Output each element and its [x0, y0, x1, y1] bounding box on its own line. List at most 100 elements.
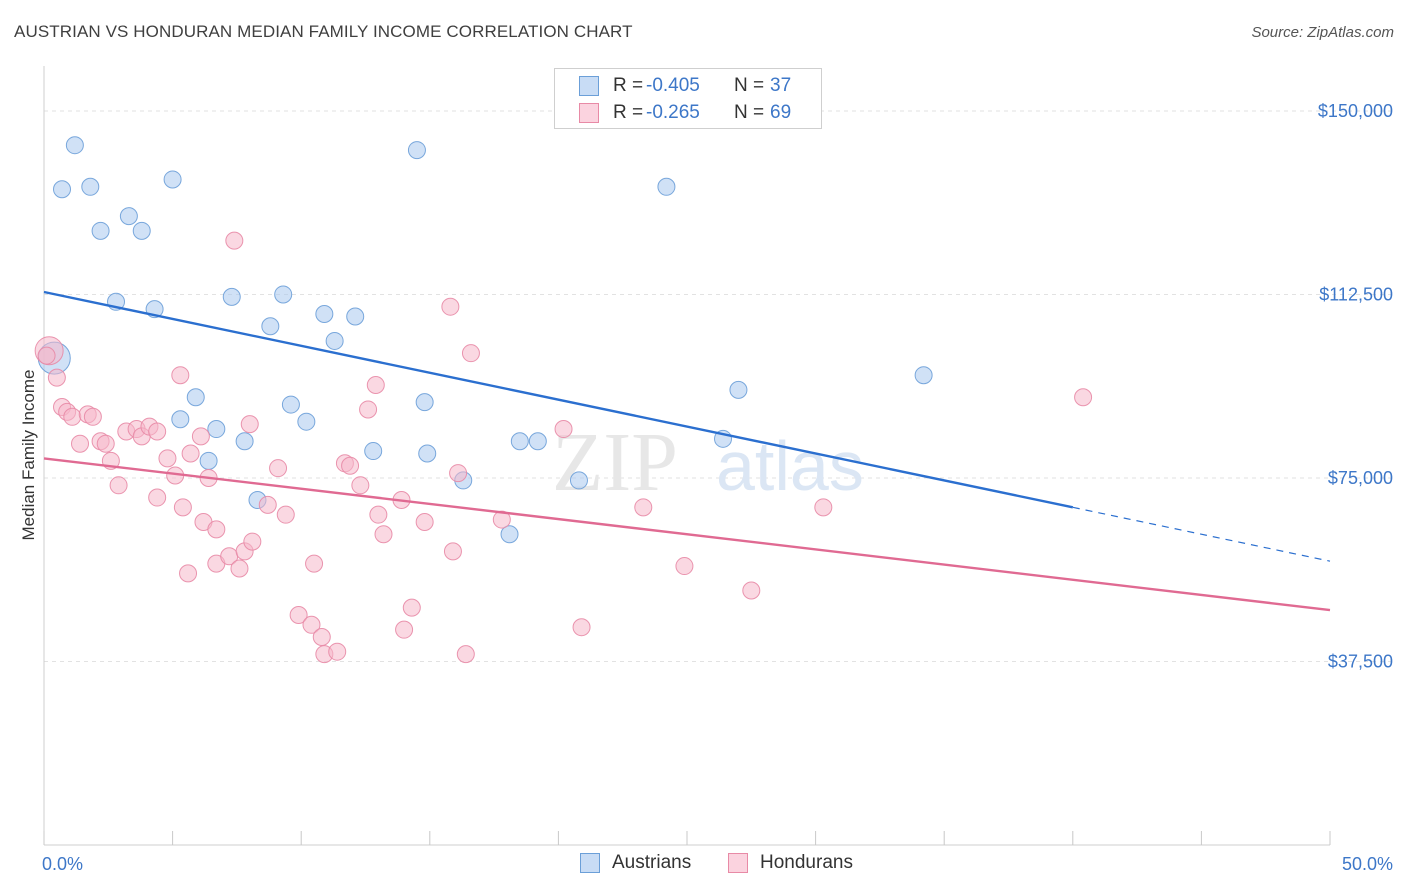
legend-swatch-hondurans [579, 103, 599, 123]
point-hondurans [312, 628, 331, 647]
point-hondurans [225, 231, 244, 250]
point-austrians [569, 471, 588, 490]
legend-n-value: 69 [770, 102, 792, 123]
point-hondurans [341, 456, 360, 475]
point-austrians [199, 451, 218, 470]
legend-row-austrians: R = -0.405 N = 37 [579, 74, 791, 98]
point-hondurans [37, 346, 56, 365]
point-hondurans [109, 476, 128, 495]
point-austrians [510, 432, 529, 451]
source-label: Source: ZipAtlas.com [1251, 24, 1394, 41]
point-hondurans [243, 532, 262, 551]
point-austrians [528, 432, 547, 451]
point-hondurans [289, 605, 308, 624]
point-hondurans [415, 513, 434, 532]
chart-title: AUSTRIAN VS HONDURAN MEDIAN FAMILY INCOM… [14, 22, 633, 41]
point-austrians [315, 305, 334, 324]
point-hondurans [449, 464, 468, 483]
point-hondurans [305, 554, 324, 573]
point-hondurans [96, 434, 115, 453]
point-hondurans [634, 498, 653, 517]
point-hondurans [276, 505, 295, 524]
point-austrians [415, 393, 434, 412]
point-hondurans [63, 407, 82, 426]
y-tick-label: $75,000 [1328, 468, 1393, 488]
point-austrians [186, 388, 205, 407]
point-austrians [418, 444, 437, 463]
point-hondurans [351, 476, 370, 495]
point-austrians [207, 420, 226, 439]
point-austrians [657, 177, 676, 196]
point-austrians [914, 366, 933, 385]
point-hondurans [302, 615, 321, 634]
point-hondurans [492, 510, 511, 529]
legend-swatch-austrians [579, 76, 599, 96]
point-austrians [65, 136, 84, 155]
trend-line-hondurans [43, 457, 1331, 612]
point-austrians [163, 170, 182, 189]
legend-item-austrians[interactable]: Austrians [580, 852, 691, 874]
data-points [34, 136, 1093, 664]
legend-r-value: -0.265 [646, 102, 700, 123]
point-austrians [171, 410, 190, 429]
axes [43, 66, 1331, 846]
point-hondurans [240, 415, 259, 434]
trend-line-extension-austrians [1072, 506, 1331, 562]
point-hondurans [369, 505, 388, 524]
point-austrians [261, 317, 280, 336]
point-hondurans [359, 400, 378, 419]
legend-r-label: R = [613, 102, 644, 123]
legend-n-label: N = [734, 102, 765, 123]
point-austrians [346, 307, 365, 326]
point-austrians [132, 221, 151, 240]
correlation-legend: R = -0.405 N = 37 R = -0.265 N = 69 [554, 68, 822, 129]
point-hondurans [554, 420, 573, 439]
point-hondurans [179, 564, 198, 583]
point-hondurans [441, 297, 460, 316]
y-axis-label: Median Family Income [19, 369, 38, 540]
y-tick-label: $37,500 [1328, 651, 1393, 671]
point-austrians [235, 432, 254, 451]
trend-lines [43, 290, 1331, 612]
point-hondurans [47, 368, 66, 387]
legend-n-label: N = [734, 75, 765, 96]
point-austrians [222, 287, 241, 306]
point-hondurans [230, 559, 249, 578]
point-hondurans [675, 557, 694, 576]
x-tick-label: 50.0% [1342, 854, 1393, 874]
legend-item-hondurans[interactable]: Hondurans [728, 852, 853, 874]
point-hondurans [173, 498, 192, 517]
point-austrians [274, 285, 293, 304]
point-hondurans [207, 520, 226, 539]
point-hondurans [814, 498, 833, 517]
point-austrians [281, 395, 300, 414]
point-austrians [119, 207, 138, 226]
point-hondurans [148, 422, 167, 441]
point-austrians [325, 331, 344, 350]
point-austrians [407, 141, 426, 160]
point-hondurans [366, 375, 385, 394]
point-hondurans [83, 407, 102, 426]
point-austrians [500, 525, 519, 544]
point-hondurans [1074, 388, 1093, 407]
watermark-atlas: atlas [716, 427, 864, 505]
trend-line-austrians [43, 290, 1074, 509]
point-hondurans [395, 620, 414, 639]
point-austrians [729, 380, 748, 399]
point-hondurans [269, 459, 288, 478]
point-austrians [364, 442, 383, 461]
series-legend: Austrians Hondurans [0, 852, 1406, 878]
point-hondurans [443, 542, 462, 561]
point-austrians [81, 177, 100, 196]
point-hondurans [742, 581, 761, 600]
point-hondurans [71, 434, 90, 453]
point-hondurans [158, 449, 177, 468]
y-tick-label: $150,000 [1318, 101, 1393, 121]
point-hondurans [456, 645, 475, 664]
legend-label-hondurans: Hondurans [760, 852, 853, 873]
point-hondurans [258, 495, 277, 514]
legend-r-value: -0.405 [646, 75, 700, 96]
legend-swatch-hondurans [728, 853, 748, 873]
point-austrians [53, 180, 72, 199]
